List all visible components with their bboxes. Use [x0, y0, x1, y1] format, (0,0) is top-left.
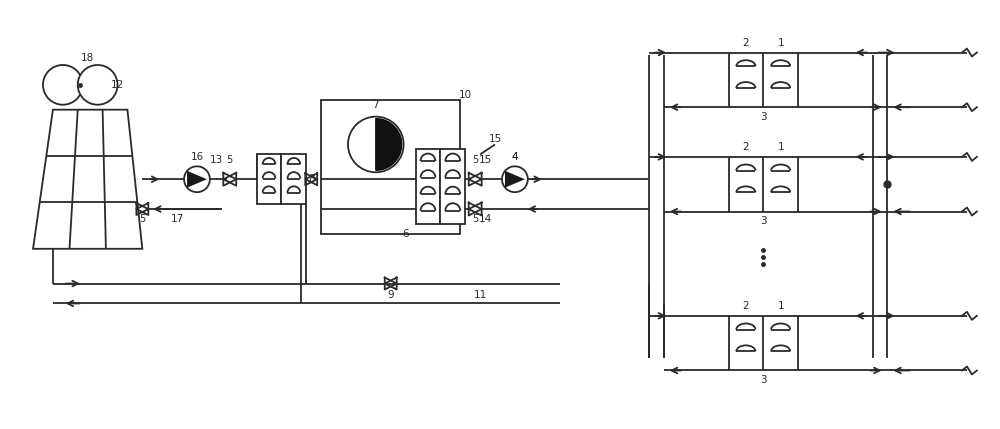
- Bar: [416, 149, 440, 224]
- Polygon shape: [505, 171, 525, 187]
- Bar: [440, 149, 465, 224]
- Text: 6: 6: [402, 229, 409, 239]
- Circle shape: [78, 65, 117, 105]
- Text: 9: 9: [387, 290, 394, 300]
- Text: 5: 5: [139, 214, 145, 224]
- Text: 10: 10: [459, 90, 472, 100]
- Circle shape: [502, 166, 528, 192]
- Text: 17: 17: [170, 214, 184, 224]
- Text: 5: 5: [472, 155, 478, 165]
- Circle shape: [43, 65, 83, 105]
- Bar: [257, 154, 281, 204]
- Polygon shape: [376, 119, 402, 170]
- Text: 4: 4: [512, 152, 518, 162]
- Bar: [729, 316, 798, 371]
- Text: 18: 18: [81, 53, 94, 63]
- Text: 7: 7: [372, 100, 379, 110]
- Polygon shape: [187, 171, 207, 187]
- Bar: [321, 100, 460, 234]
- Text: 1: 1: [777, 142, 784, 152]
- Circle shape: [348, 117, 404, 172]
- Circle shape: [184, 166, 210, 192]
- Text: 15: 15: [488, 134, 502, 145]
- Bar: [729, 53, 798, 107]
- Text: 15: 15: [478, 155, 492, 165]
- Text: 5: 5: [472, 214, 478, 224]
- Text: 3: 3: [760, 112, 767, 122]
- Text: 1: 1: [777, 38, 784, 48]
- Bar: [281, 154, 306, 204]
- Text: 13: 13: [210, 155, 223, 165]
- Text: 12: 12: [111, 80, 124, 90]
- Text: 14: 14: [478, 214, 492, 224]
- Text: 2: 2: [743, 142, 749, 152]
- Text: 3: 3: [760, 375, 767, 385]
- Text: 3: 3: [760, 217, 767, 227]
- Text: 4: 4: [512, 152, 518, 162]
- Text: 1: 1: [777, 301, 784, 311]
- Bar: [729, 157, 798, 211]
- Text: 16: 16: [190, 152, 204, 162]
- Text: 11: 11: [474, 290, 487, 300]
- Text: 8: 8: [308, 174, 315, 184]
- Text: 5: 5: [227, 155, 233, 165]
- Text: 2: 2: [743, 301, 749, 311]
- Polygon shape: [33, 110, 142, 249]
- Text: 2: 2: [743, 38, 749, 48]
